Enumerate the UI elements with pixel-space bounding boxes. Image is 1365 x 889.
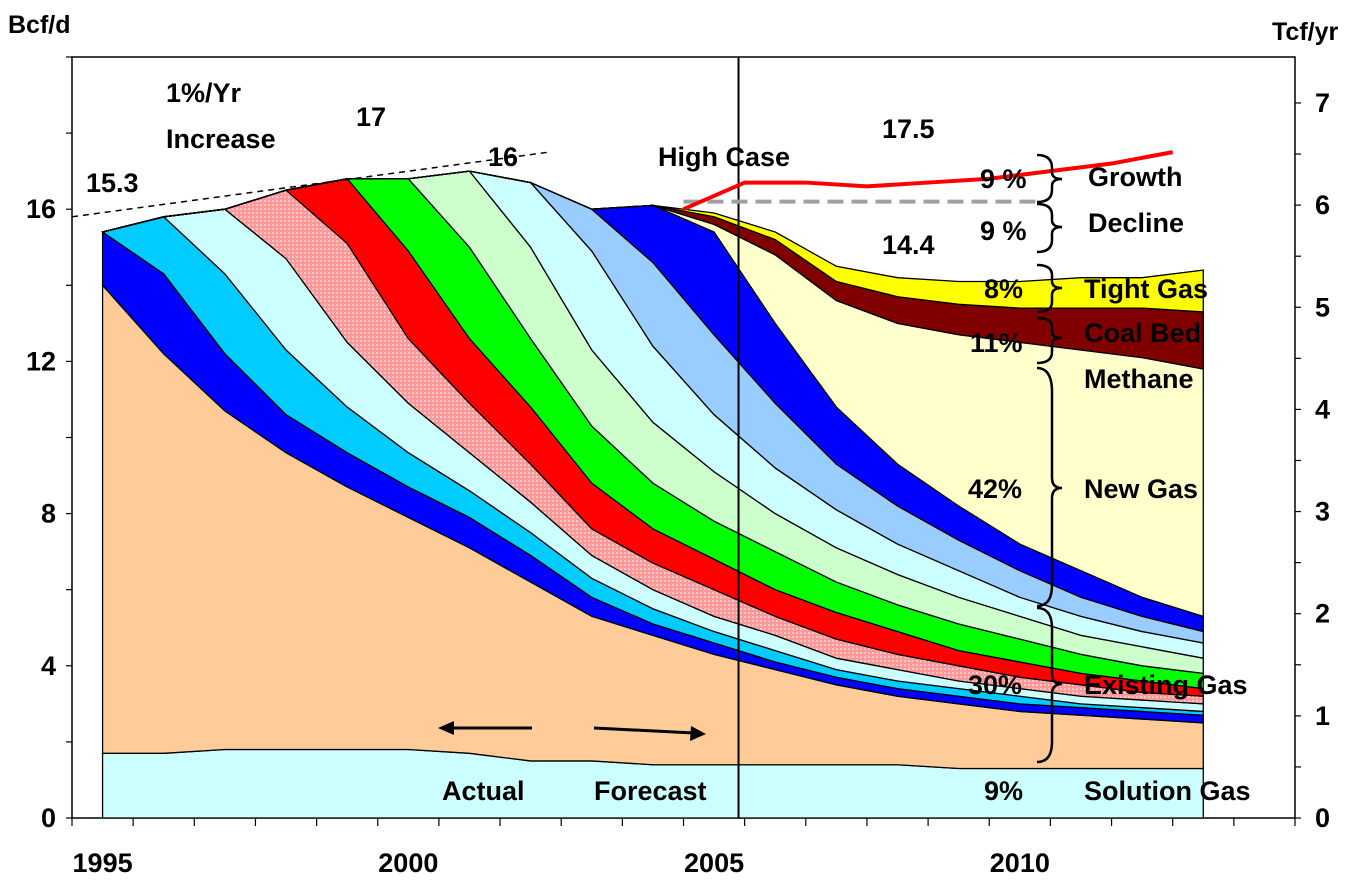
bracket-growth bbox=[1036, 153, 1063, 204]
pct-coal-bed: 11% bbox=[970, 328, 1023, 358]
pct-new-gas: 42% bbox=[968, 474, 1022, 504]
bracket-decline bbox=[1036, 202, 1063, 254]
label-solution-gas: Solution Gas bbox=[1084, 776, 1251, 806]
left-tick-label: 8 bbox=[41, 499, 56, 529]
x-tick-label: 2010 bbox=[990, 848, 1050, 878]
left-axis-unit: Bcf/d bbox=[8, 11, 71, 39]
right-tick-label: 1 bbox=[1315, 701, 1330, 731]
high-case-label: High Case bbox=[658, 142, 790, 172]
pct-solution-gas: 9% bbox=[984, 776, 1023, 806]
end-value-label: 14.4 bbox=[882, 230, 935, 260]
bracket-new-gas bbox=[1036, 366, 1063, 608]
right-tick-label: 7 bbox=[1315, 88, 1330, 118]
stacked-areas bbox=[101, 170, 1204, 819]
label-coal-bed-2: Methane bbox=[1084, 364, 1194, 394]
start-value-label: 15.3 bbox=[86, 168, 139, 198]
segment-brackets bbox=[1036, 153, 1063, 764]
high-case-line bbox=[682, 150, 1174, 212]
actual-label: Actual bbox=[442, 776, 525, 806]
label-decline: Decline bbox=[1088, 208, 1184, 238]
pct-decline: 9 % bbox=[980, 216, 1027, 246]
x-tick-label: 2005 bbox=[684, 848, 744, 878]
label-new-gas: New Gas bbox=[1084, 474, 1198, 504]
right-tick-label: 5 bbox=[1315, 292, 1330, 322]
label-tight-gas: Tight Gas bbox=[1084, 274, 1208, 304]
actual-arrow bbox=[438, 721, 532, 735]
high-value-label: 17.5 bbox=[882, 114, 935, 144]
overlay-lines bbox=[71, 57, 1174, 818]
x-tick-label: 2000 bbox=[378, 848, 438, 878]
left-tick-label: 0 bbox=[41, 803, 56, 833]
pct-existing-gas: 30% bbox=[968, 670, 1022, 700]
x-tick-label: 1995 bbox=[73, 848, 133, 878]
bracket-existing-gas bbox=[1036, 606, 1063, 764]
forecast-label: Forecast bbox=[594, 776, 707, 806]
peak-value-label: 17 bbox=[356, 102, 386, 132]
right-tick-label: 3 bbox=[1315, 497, 1330, 527]
pct-tight-gas: 8% bbox=[984, 274, 1023, 304]
right-tick-label: 6 bbox=[1315, 190, 1330, 220]
right-tick-label: 4 bbox=[1315, 394, 1330, 424]
left-tick-label: 12 bbox=[26, 346, 56, 376]
left-tick-label: 4 bbox=[41, 651, 56, 681]
value-16-label: 16 bbox=[488, 142, 518, 172]
right-tick-label: 2 bbox=[1315, 599, 1330, 629]
right-tick-label: 0 bbox=[1315, 803, 1330, 833]
bracket-tight-gas bbox=[1036, 263, 1063, 314]
label-coal-bed: Coal Bed bbox=[1084, 318, 1201, 348]
trend-line bbox=[71, 151, 550, 218]
label-growth: Growth bbox=[1088, 162, 1183, 192]
forecast-arrow bbox=[593, 726, 706, 741]
right-axis-unit: Tcf/yr bbox=[1272, 18, 1338, 46]
label-existing-gas: Existing Gas bbox=[1084, 670, 1248, 700]
pct-growth: 9 % bbox=[980, 164, 1027, 194]
left-tick-label: 16 bbox=[26, 194, 56, 224]
bracket-coal-bed bbox=[1036, 316, 1063, 365]
area-band-14 bbox=[102, 170, 1204, 313]
trend-label-1: 1%/Yr bbox=[166, 78, 242, 108]
trend-label-2: Increase bbox=[166, 124, 276, 154]
